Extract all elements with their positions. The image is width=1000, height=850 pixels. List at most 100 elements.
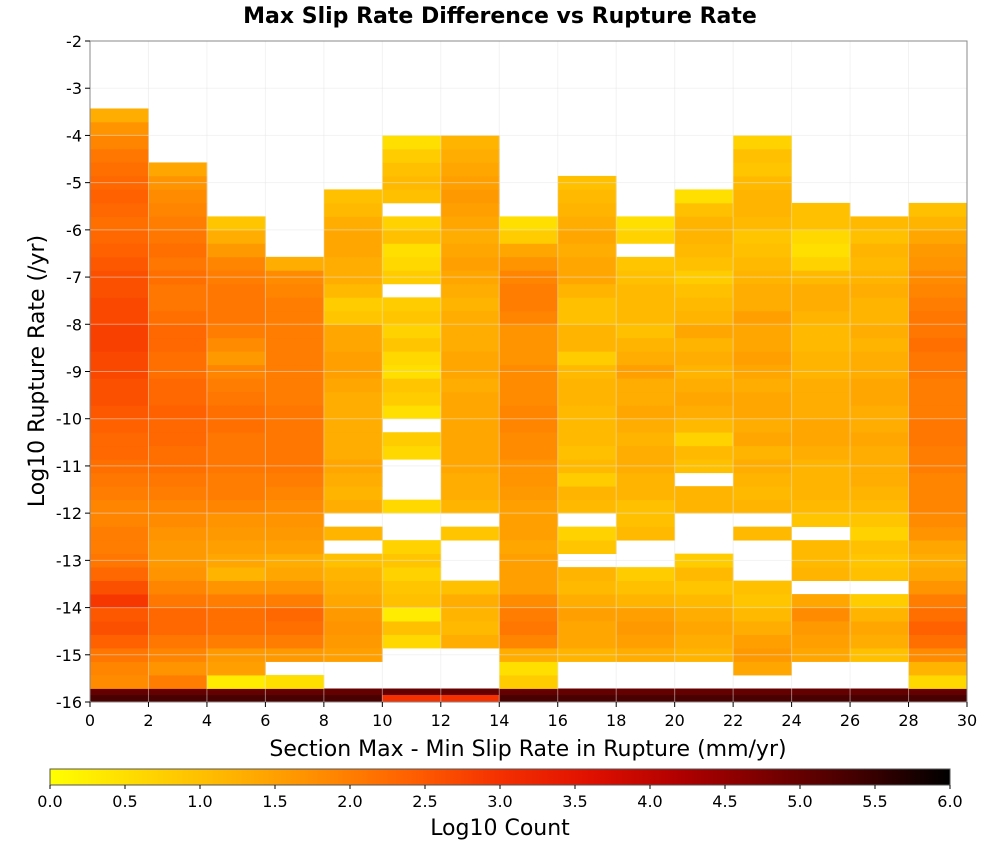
heatmap-cell-bottom (499, 695, 559, 702)
heatmap-cell (557, 607, 617, 622)
heatmap-cell (791, 472, 851, 487)
heatmap-cell (733, 216, 792, 231)
heatmap-cell (323, 499, 383, 514)
heatmap-cell (440, 472, 500, 487)
heatmap-cell (382, 580, 442, 595)
heatmap-cell (90, 337, 149, 352)
heatmap-cell (733, 432, 792, 447)
heatmap-cell (791, 351, 851, 366)
heatmap-cell (440, 351, 500, 366)
heatmap-cell (323, 405, 383, 420)
heatmap-cell (382, 405, 442, 420)
heatmap-cell (382, 445, 442, 460)
heatmap-cell (850, 486, 909, 501)
x-tick-label: 28 (898, 711, 918, 730)
y-tick-label: -5 (66, 174, 82, 193)
heatmap-cell (265, 391, 325, 406)
heatmap-cell (908, 256, 968, 271)
heatmap-cell (557, 418, 617, 433)
heatmap-cell (382, 540, 442, 555)
y-tick-label: -4 (66, 126, 82, 145)
heatmap-cell (265, 499, 325, 514)
heatmap-cell (908, 513, 968, 528)
heatmap-cell (382, 567, 442, 581)
heatmap-cell (206, 486, 266, 501)
heatmap-cell (908, 540, 968, 555)
heatmap-cell-bottom (674, 695, 734, 702)
heatmap-cell (791, 607, 851, 622)
y-tick-label: -2 (66, 32, 82, 51)
heatmap-cell (265, 540, 325, 555)
heatmap-cell (440, 405, 500, 420)
heatmap-cell (265, 445, 325, 460)
heatmap-cell (557, 216, 617, 231)
heatmap-cell (90, 351, 149, 366)
heatmap-cell (206, 229, 266, 244)
heatmap-cell (733, 634, 792, 649)
heatmap-cell (674, 486, 734, 501)
heatmap-cell (499, 432, 559, 447)
heatmap-cell (323, 580, 383, 595)
heatmap-cell (323, 594, 383, 608)
heatmap-cell (616, 337, 676, 352)
heatmap-cell (908, 526, 968, 541)
heatmap-cell (791, 378, 851, 393)
heatmap-cell (616, 445, 676, 460)
heatmap-cell (850, 432, 909, 447)
heatmap-cell (206, 391, 266, 406)
heatmap-cell (382, 351, 442, 366)
heatmap-cell (850, 540, 909, 555)
y-tick-label: -15 (56, 646, 82, 665)
heatmap-cell (206, 634, 266, 649)
heatmap-cell (206, 499, 266, 514)
heatmap-cell (323, 567, 383, 581)
heatmap-cell (733, 229, 792, 244)
heatmap-cell (557, 337, 617, 352)
heatmap-cell (850, 418, 909, 433)
heatmap-cell (791, 297, 851, 312)
colorbar-tick-label: 5.0 (787, 792, 812, 811)
heatmap-cell (850, 378, 909, 393)
x-tick-label: 24 (781, 711, 801, 730)
heatmap-cell (265, 405, 325, 420)
heatmap-cell (440, 229, 500, 244)
colorbar-tick-label: 3.5 (562, 792, 587, 811)
heatmap-cell (90, 229, 149, 244)
heatmap-cell (674, 621, 734, 635)
x-tick-label: 26 (840, 711, 860, 730)
heatmap-cell (265, 634, 325, 649)
heatmap-cell (90, 418, 149, 433)
heatmap-cell (90, 283, 149, 298)
heatmap-cell (206, 405, 266, 420)
heatmap-cell (206, 337, 266, 352)
heatmap-cell (733, 202, 792, 217)
heatmap-cell (733, 472, 792, 487)
heatmap-cell (908, 243, 968, 258)
heatmap-cell (850, 499, 909, 514)
heatmap-cell-bottom (440, 695, 500, 702)
heatmap-cell-bottom (265, 695, 325, 702)
heatmap-cell (90, 148, 149, 163)
heatmap-cell (323, 283, 383, 298)
heatmap-cell (850, 310, 909, 325)
heatmap-cell (499, 243, 559, 258)
heatmap-cell (733, 391, 792, 406)
x-tick-label: 20 (664, 711, 684, 730)
heatmap-cell (616, 324, 676, 339)
heatmap-cell (148, 391, 208, 406)
heatmap-cell (382, 189, 442, 204)
heatmap-cell (674, 216, 734, 231)
heatmap-cell (908, 661, 968, 676)
heatmap-cell (616, 621, 676, 635)
heatmap-cell (499, 621, 559, 635)
heatmap-cell (850, 607, 909, 622)
heatmap-cell (791, 513, 851, 528)
heatmap-cell (440, 135, 500, 150)
heatmap-cell (616, 283, 676, 298)
heatmap-cell (557, 594, 617, 608)
heatmap-cell (557, 472, 617, 487)
colorbar-tick-label: 1.5 (262, 792, 287, 811)
y-tick-label: -14 (56, 599, 82, 618)
heatmap-cell (557, 202, 617, 217)
heatmap-cell (323, 351, 383, 366)
